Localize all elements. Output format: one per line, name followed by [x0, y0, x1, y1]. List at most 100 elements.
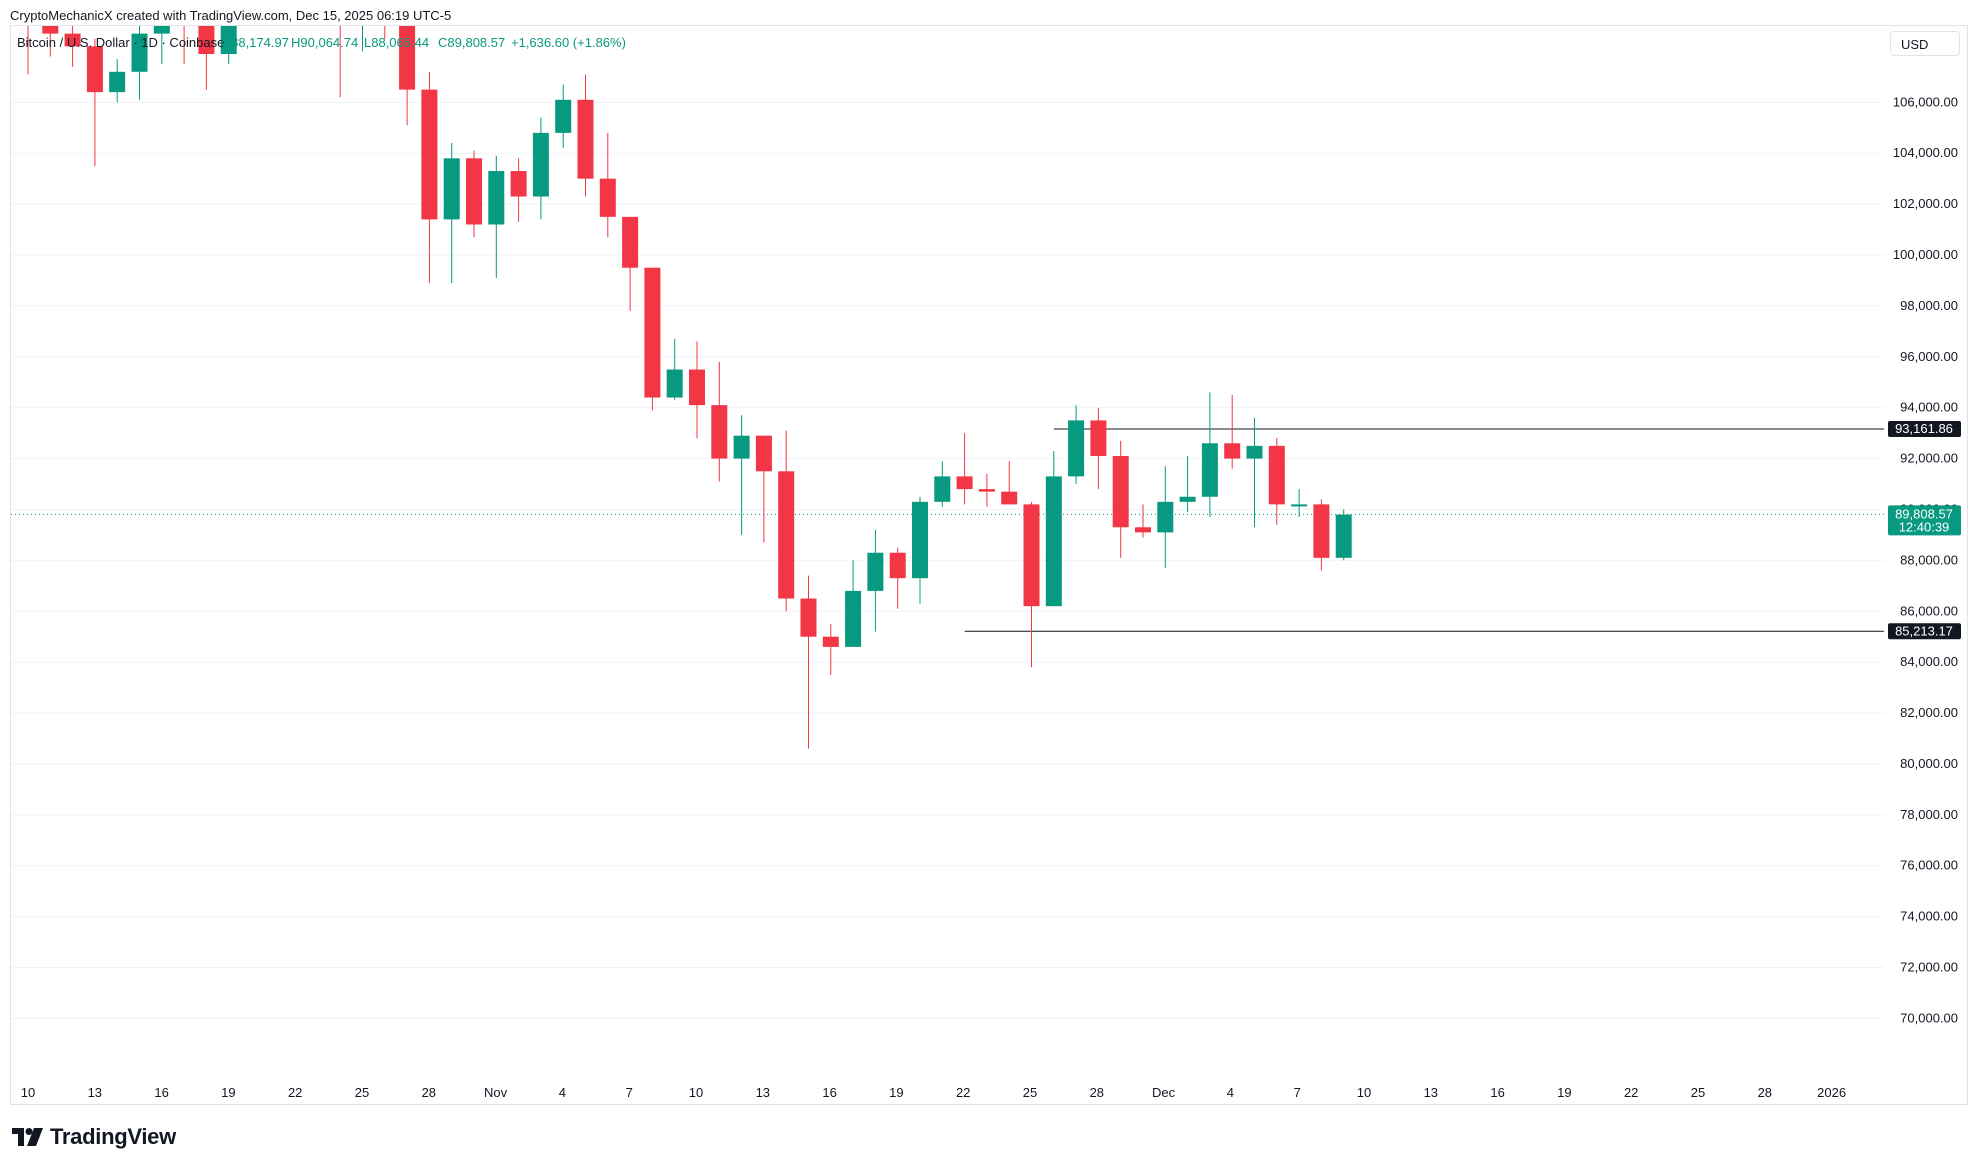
tradingview-brand: TradingView [50, 1124, 176, 1149]
candle [1224, 394, 1241, 469]
candle-body [555, 99, 572, 133]
time-tick-label: 13 [1424, 1085, 1438, 1100]
candle [86, 38, 103, 166]
candle [733, 415, 750, 535]
candle [778, 430, 795, 612]
time-tick-label: 13 [756, 1085, 770, 1100]
candle-body [42, 26, 59, 34]
candle [577, 74, 594, 197]
candle-body [377, 0, 393, 13]
candle [131, 26, 148, 100]
candle [510, 158, 527, 222]
time-tick-label: 28 [422, 1085, 436, 1100]
price-tick-label: 102,000.00 [1893, 196, 1958, 211]
price-tick-label: 76,000.00 [1900, 858, 1958, 873]
time-tick-label: 16 [154, 1085, 168, 1100]
candle-body [198, 26, 215, 54]
legend-low: L88,065.44 [364, 35, 429, 50]
candle [42, 26, 59, 57]
level-price-tag [1888, 421, 1961, 438]
candle-body [1179, 496, 1196, 502]
candle-body [733, 435, 750, 459]
price-tick-label: 84,000.00 [1900, 654, 1958, 669]
candle [978, 473, 995, 507]
currency-selector[interactable]: USD [1890, 31, 1960, 56]
level-price-label: 85,213.17 [1895, 623, 1953, 638]
candle-body [1090, 420, 1107, 457]
time-tick-label: 2026 [1817, 1085, 1846, 1100]
candle [599, 132, 616, 238]
symbol-legend: Bitcoin / U.S. Dollar · 1D · Coinbase O8… [17, 35, 626, 50]
candle-body [755, 435, 772, 472]
candle [644, 267, 661, 411]
candle-body [1268, 445, 1285, 505]
candle-body [466, 158, 482, 225]
candle [1001, 461, 1018, 505]
candle [1068, 405, 1085, 485]
time-tick-label: 25 [1691, 1085, 1705, 1100]
candle-body [1291, 504, 1308, 507]
time-tick-label: 25 [355, 1085, 369, 1100]
price-tick-label: 106,000.00 [1893, 94, 1958, 109]
candle-body [109, 71, 126, 93]
price-tick-label: 74,000.00 [1900, 909, 1958, 924]
price-tick-label: 72,000.00 [1900, 959, 1958, 974]
candle [1268, 438, 1285, 525]
price-tick-label: 92,000.00 [1900, 451, 1958, 466]
candle [243, 0, 259, 26]
candle-body [711, 405, 728, 459]
horizontal-levels [11, 428, 1884, 632]
candle [466, 150, 482, 238]
candle [1335, 509, 1352, 561]
candle-body [332, 0, 348, 23]
price-tick-label: 78,000.00 [1900, 807, 1958, 822]
candle [1179, 456, 1196, 513]
candle-body [577, 99, 594, 179]
candle-body [510, 171, 527, 197]
time-tick-label: Nov [484, 1085, 508, 1100]
price-tick-label: 88,000.00 [1900, 552, 1958, 567]
candle [1201, 392, 1218, 518]
time-tick-label: 4 [559, 1085, 566, 1100]
time-tick-label: 19 [221, 1085, 235, 1100]
last-price-tag [1888, 505, 1961, 536]
candles [20, 0, 1352, 749]
candle-body [867, 552, 884, 591]
candle-body [20, 0, 36, 21]
price-tick-label: 98,000.00 [1900, 298, 1958, 313]
candle-body [1135, 527, 1151, 533]
candle-body [131, 33, 148, 72]
price-tick-label: 86,000.00 [1900, 603, 1958, 618]
time-tick-label: 19 [1557, 1085, 1571, 1100]
time-axis: 10 13 16 19 22 25 28 Nov 4 7 10 13 16 19 22 25 28 Dec 4 7 10… [21, 1085, 1846, 1100]
candle-body [822, 636, 839, 647]
candle [889, 547, 906, 609]
candle [1112, 440, 1129, 558]
candle [64, 26, 81, 67]
price-tick-label: 100,000.00 [1893, 247, 1958, 262]
grid [11, 101, 1884, 1019]
last-price-label: 89,808.57 [1895, 506, 1953, 521]
candle [622, 216, 639, 311]
candle-body [532, 132, 549, 197]
price-axis: 70,000.00 72,000.00 74,000.00 76,000.00 78,0… [1888, 94, 1961, 1025]
price-tick-label: 82,000.00 [1900, 705, 1958, 720]
candle-body [1023, 504, 1040, 607]
legend-high: H90,064.74 [291, 35, 358, 50]
time-tick-label: Dec [1152, 1085, 1176, 1100]
price-tick-label: 70,000.00 [1900, 1010, 1958, 1025]
candle [288, 0, 304, 13]
candle [421, 71, 438, 284]
candle [362, 26, 363, 52]
level-price-label: 93,161.86 [1895, 421, 1953, 436]
candle-body [934, 476, 951, 502]
time-tick-label: 4 [1227, 1085, 1234, 1100]
candle-body [86, 46, 103, 93]
candle-body [1313, 504, 1330, 558]
legend-change: +1,636.60 (+1.86%) [511, 35, 626, 50]
candle-body [845, 590, 862, 647]
candle-body [622, 216, 639, 268]
candle [956, 433, 973, 505]
candle-body [666, 369, 683, 398]
